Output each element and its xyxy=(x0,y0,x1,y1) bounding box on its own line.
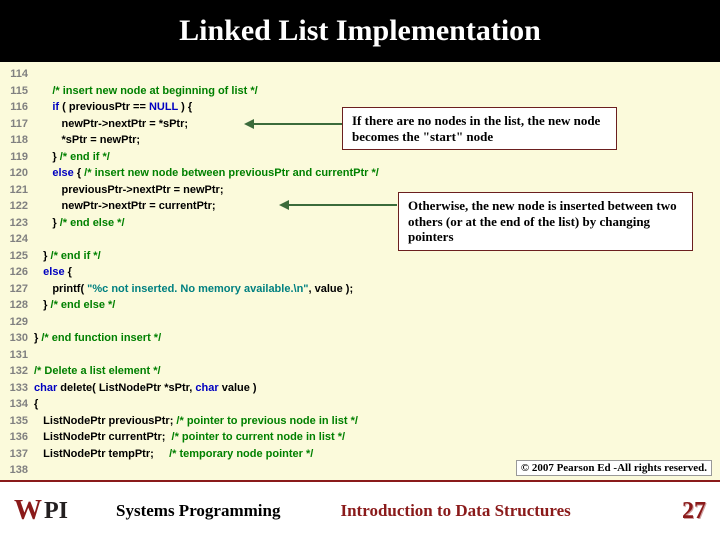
logo-w: W xyxy=(14,495,42,527)
line-number: 127 xyxy=(0,281,34,298)
line-number: 128 xyxy=(0,297,34,314)
line-number: 126 xyxy=(0,264,34,281)
line-number: 124 xyxy=(0,231,34,248)
line-number: 129 xyxy=(0,314,34,331)
line-number: 131 xyxy=(0,347,34,364)
logo-pi: PI xyxy=(44,498,68,525)
code-line xyxy=(34,347,720,364)
code-content: /* insert new node at beginning of list … xyxy=(34,62,720,480)
line-number: 134 xyxy=(0,396,34,413)
callout-start-node: If there are no nodes in the list, the n… xyxy=(342,107,617,150)
line-number: 122 xyxy=(0,198,34,215)
line-number: 117 xyxy=(0,116,34,133)
code-line: else { /* insert new node between previo… xyxy=(34,165,720,182)
line-number: 114 xyxy=(0,66,34,83)
line-number: 121 xyxy=(0,182,34,199)
code-line: printf( "%c not inserted. No memory avai… xyxy=(34,281,720,298)
page-number: 27 xyxy=(682,498,706,525)
code-line: char delete( ListNodePtr *sPtr, char val… xyxy=(34,380,720,397)
line-number: 132 xyxy=(0,363,34,380)
code-area: 1141151161171181191201211221231241251261… xyxy=(0,62,720,480)
footer-mid-text: Introduction to Data Structures xyxy=(340,501,570,521)
line-number: 119 xyxy=(0,149,34,166)
footer: W PI Systems Programming Introduction to… xyxy=(0,480,720,540)
arrow-to-callout1 xyxy=(244,116,344,132)
line-number: 118 xyxy=(0,132,34,149)
code-line: { xyxy=(34,396,720,413)
slide-title: Linked List Implementation xyxy=(179,14,541,48)
callout-insert-between: Otherwise, the new node is inserted betw… xyxy=(398,192,693,251)
wpi-logo: W PI xyxy=(14,495,68,527)
line-number: 133 xyxy=(0,380,34,397)
line-number: 135 xyxy=(0,413,34,430)
code-line: ListNodePtr currentPtr; /* pointer to cu… xyxy=(34,429,720,446)
code-line: } /* end function insert */ xyxy=(34,330,720,347)
code-line: /* insert new node at beginning of list … xyxy=(34,83,720,100)
line-number: 125 xyxy=(0,248,34,265)
footer-left-text: Systems Programming xyxy=(116,501,280,521)
title-bar: Linked List Implementation xyxy=(0,0,720,62)
line-number: 137 xyxy=(0,446,34,463)
code-line: } /* end else */ xyxy=(34,297,720,314)
line-number-gutter: 1141151161171181191201211221231241251261… xyxy=(0,62,34,480)
code-line xyxy=(34,66,720,83)
code-line: } /* end if */ xyxy=(34,149,720,166)
code-line xyxy=(34,314,720,331)
code-line: ListNodePtr previousPtr; /* pointer to p… xyxy=(34,413,720,430)
line-number: 116 xyxy=(0,99,34,116)
line-number: 120 xyxy=(0,165,34,182)
line-number: 136 xyxy=(0,429,34,446)
line-number: 123 xyxy=(0,215,34,232)
line-number: 115 xyxy=(0,83,34,100)
line-number: 130 xyxy=(0,330,34,347)
line-number: 138 xyxy=(0,462,34,479)
arrow-to-callout2 xyxy=(279,197,399,213)
copyright-notice: © 2007 Pearson Ed -All rights reserved. xyxy=(516,460,712,476)
code-line: else { xyxy=(34,264,720,281)
code-line: /* Delete a list element */ xyxy=(34,363,720,380)
